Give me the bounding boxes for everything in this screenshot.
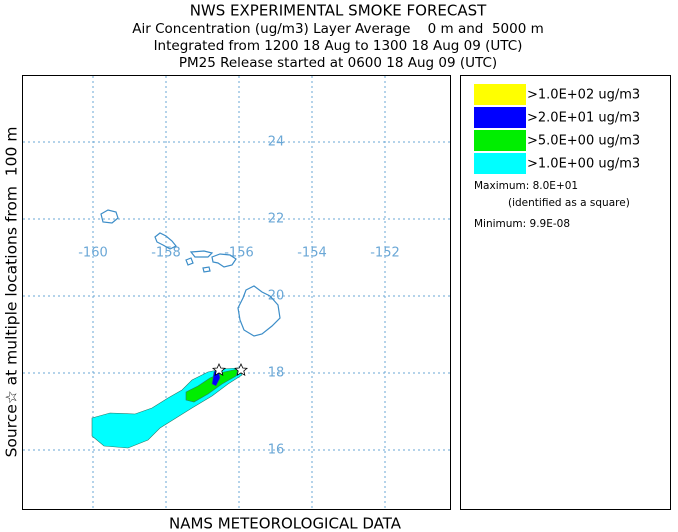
legend-label: >1.0E+02 ug/m3 (527, 88, 640, 103)
kauai (100, 209, 119, 224)
legend-swatch (474, 107, 526, 128)
lat-label: 20 (268, 289, 285, 304)
lat-label: 16 (268, 443, 285, 458)
legend-label: >2.0E+01 ug/m3 (527, 111, 640, 126)
source-star (211, 363, 227, 377)
molokai (189, 250, 214, 258)
lat-label: 24 (268, 135, 285, 150)
footer: NAMS METEOROLOGICAL DATA (169, 515, 402, 532)
lat-label: 18 (268, 366, 285, 381)
legend-swatch (474, 84, 526, 105)
oahu (154, 232, 177, 250)
lon-label: -156 (224, 246, 254, 261)
lon-label: -152 (370, 246, 400, 261)
legend-maximum-note: (identified as a square) (508, 197, 630, 209)
subtitle: PM25 Release started at 0600 18 Aug 09 (… (179, 55, 497, 71)
big-island (237, 285, 281, 337)
legend-maximum: Maximum: 8.0E+01 (474, 180, 578, 192)
lon-label: -158 (151, 246, 181, 261)
lanai (185, 257, 194, 266)
legend-swatch (474, 130, 526, 151)
subtitle: Air Concentration (ug/m3) Layer Average … (132, 21, 544, 37)
title: NWS EXPERIMENTAL SMOKE FORECAST (190, 2, 487, 20)
grid: -160 -158 -156 -154 -152 16 18 20 22 24 (23, 76, 450, 509)
lat-label: 22 (268, 212, 285, 227)
side-label: Source☆ at multiple locations from 100 m (3, 127, 21, 458)
legend-label: >1.0E+00 ug/m3 (527, 157, 640, 172)
legend-label: >5.0E+00 ug/m3 (527, 134, 640, 149)
subtitle: Integrated from 1200 18 Aug to 1300 18 A… (154, 38, 523, 54)
plume-level-2 (185, 368, 239, 403)
maui (211, 253, 237, 268)
lon-label: -160 (78, 246, 108, 261)
lon-label: -154 (297, 246, 327, 261)
smoke-plume (91, 367, 243, 449)
kahoolawe (202, 266, 211, 273)
legend-frame (460, 75, 671, 510)
legend: >1.0E+02 ug/m3 >2.0E+01 ug/m3 >5.0E+00 ug/… (474, 84, 640, 174)
source-markers (211, 363, 249, 377)
map-frame (22, 75, 451, 510)
legend-swatch (474, 153, 526, 174)
islands (100, 209, 281, 337)
legend-minimum: Minimum: 9.9E-08 (474, 218, 570, 230)
source-star (233, 363, 249, 377)
